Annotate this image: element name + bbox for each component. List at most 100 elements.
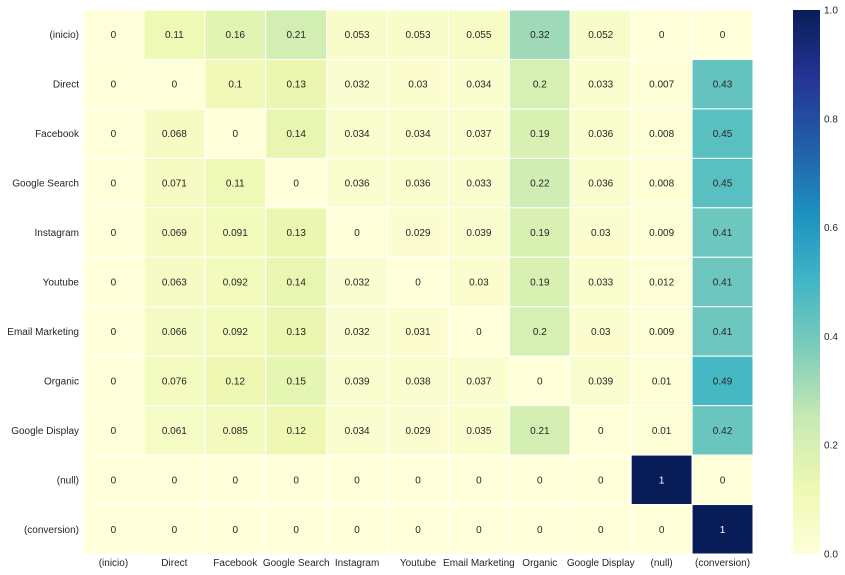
heatmap-cell: [569, 504, 632, 555]
cell-value-label: 0.012: [649, 278, 674, 289]
cell-value-label: 0.053: [345, 30, 370, 41]
column-tick-label: (null): [651, 558, 673, 569]
row-tick-label: Organic: [44, 376, 79, 387]
cell-value-label: 0.45: [713, 129, 733, 140]
cell-value-label: 0: [111, 525, 117, 536]
cell-value-label: 0.034: [405, 129, 430, 140]
heatmap-cell: [82, 306, 145, 357]
heatmap-cell: [447, 355, 510, 407]
cell-value-label: 0.008: [649, 179, 674, 190]
cell-value-label: 0.21: [286, 30, 306, 41]
heatmap-cell: [569, 58, 632, 110]
heatmap-cell: [691, 58, 754, 110]
cell-value-label: 0.033: [466, 179, 491, 190]
column-tick-label: (conversion): [695, 558, 750, 569]
heatmap-cell: [143, 207, 206, 258]
heatmap-cell: [326, 355, 389, 407]
cell-value-label: 0.01: [652, 376, 672, 387]
cell-value-label: 0: [354, 475, 360, 486]
heatmap-cell: [447, 58, 510, 110]
colorbar-tick-label: 0.0: [824, 550, 838, 561]
column-tick-label: Google Search: [263, 558, 330, 569]
colorbar-tick-label: 0.8: [824, 114, 838, 125]
cell-value-label: 0.069: [162, 228, 187, 239]
cell-value-label: 0: [172, 475, 178, 486]
colorbar: [793, 10, 820, 554]
heatmap-cell: [82, 207, 145, 258]
heatmap-cell: [387, 306, 449, 357]
cell-value-label: 1: [659, 475, 665, 486]
cell-value-label: 0.085: [223, 426, 248, 437]
heatmap-cell: [82, 9, 145, 60]
cell-value-label: 0.19: [530, 278, 550, 289]
column-tick-label: (inicio): [99, 558, 128, 569]
cell-value-label: 0.32: [530, 30, 550, 41]
heatmap-cell: [691, 157, 754, 209]
heatmap-cell: [265, 454, 328, 506]
cell-value-label: 0.41: [713, 327, 733, 338]
heatmap-cell: [447, 306, 510, 357]
heatmap-cell: [387, 256, 449, 308]
cell-value-label: 0: [598, 525, 604, 536]
cell-value-label: 0.03: [591, 228, 611, 239]
heatmap-cell: [82, 454, 145, 506]
cell-value-label: 0: [659, 525, 665, 536]
heatmap-cell: [569, 405, 632, 456]
cell-value-label: 0: [111, 179, 117, 190]
cell-value-label: 0: [232, 525, 238, 536]
row-tick-label: (null): [57, 475, 79, 486]
heatmap-cell: [387, 454, 449, 506]
heatmap-cell: [265, 157, 328, 209]
cell-value-label: 0.032: [345, 278, 370, 289]
heatmap-cell: [265, 306, 328, 357]
cell-value-label: 0: [720, 475, 726, 486]
cell-value-label: 0: [598, 475, 604, 486]
heatmap-cell: [204, 504, 267, 555]
heatmap-cell: [326, 454, 389, 506]
heatmap-cell: [630, 306, 693, 357]
colorbar-tick-label: 1.0: [824, 6, 838, 17]
cell-value-label: 0: [111, 475, 117, 486]
heatmap-cell: [143, 306, 206, 357]
heatmap-cell: [387, 9, 449, 60]
column-tick-label: Facebook: [213, 558, 258, 569]
cell-value-label: 0: [659, 30, 665, 41]
cell-value-label: 0.41: [713, 278, 733, 289]
heatmap-cell: [82, 405, 145, 456]
cell-value-label: 0.45: [713, 179, 733, 190]
heatmap-cell: [508, 454, 571, 506]
cell-value-label: 0.12: [226, 376, 246, 387]
cell-value-label: 0: [111, 80, 117, 91]
cell-value-label: 0: [415, 475, 421, 486]
heatmap-cell: [204, 454, 267, 506]
cell-value-label: 0: [720, 30, 726, 41]
cell-value-label: 0: [293, 475, 299, 486]
heatmap-cell: [569, 207, 632, 258]
heatmap-cell: [82, 504, 145, 555]
heatmap-cell: [630, 405, 693, 456]
heatmap-cell: [82, 256, 145, 308]
cell-value-label: 0.41: [713, 228, 733, 239]
heatmap-cell: [630, 58, 693, 110]
heatmap-cell: [569, 108, 632, 159]
column-tick-label: Direct: [161, 558, 187, 569]
heatmap-cell: [447, 207, 510, 258]
heatmap-cell: [265, 207, 328, 258]
heatmap-cell: [204, 9, 267, 60]
heatmap-cells: [82, 9, 754, 555]
heatmap-cell: [447, 405, 510, 456]
cell-value-label: 0.008: [649, 129, 674, 140]
cell-value-label: 0: [232, 475, 238, 486]
cell-value-label: 0.036: [588, 129, 613, 140]
cell-value-label: 0.034: [345, 426, 370, 437]
cell-value-label: 0.036: [588, 179, 613, 190]
cell-value-label: 0.052: [588, 30, 613, 41]
cell-value-label: 0: [354, 525, 360, 536]
heatmap-cell: [82, 355, 145, 407]
cell-value-label: 0.03: [469, 278, 489, 289]
cell-value-label: 0.037: [466, 129, 491, 140]
cell-value-label: 0: [111, 30, 117, 41]
column-tick-label: Email Marketing: [443, 558, 515, 569]
cell-value-label: 0.2: [533, 80, 547, 91]
